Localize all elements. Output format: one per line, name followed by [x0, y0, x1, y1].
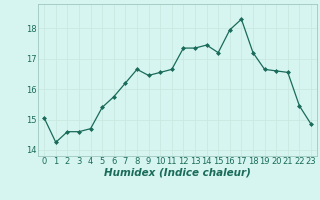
X-axis label: Humidex (Indice chaleur): Humidex (Indice chaleur) — [104, 168, 251, 178]
